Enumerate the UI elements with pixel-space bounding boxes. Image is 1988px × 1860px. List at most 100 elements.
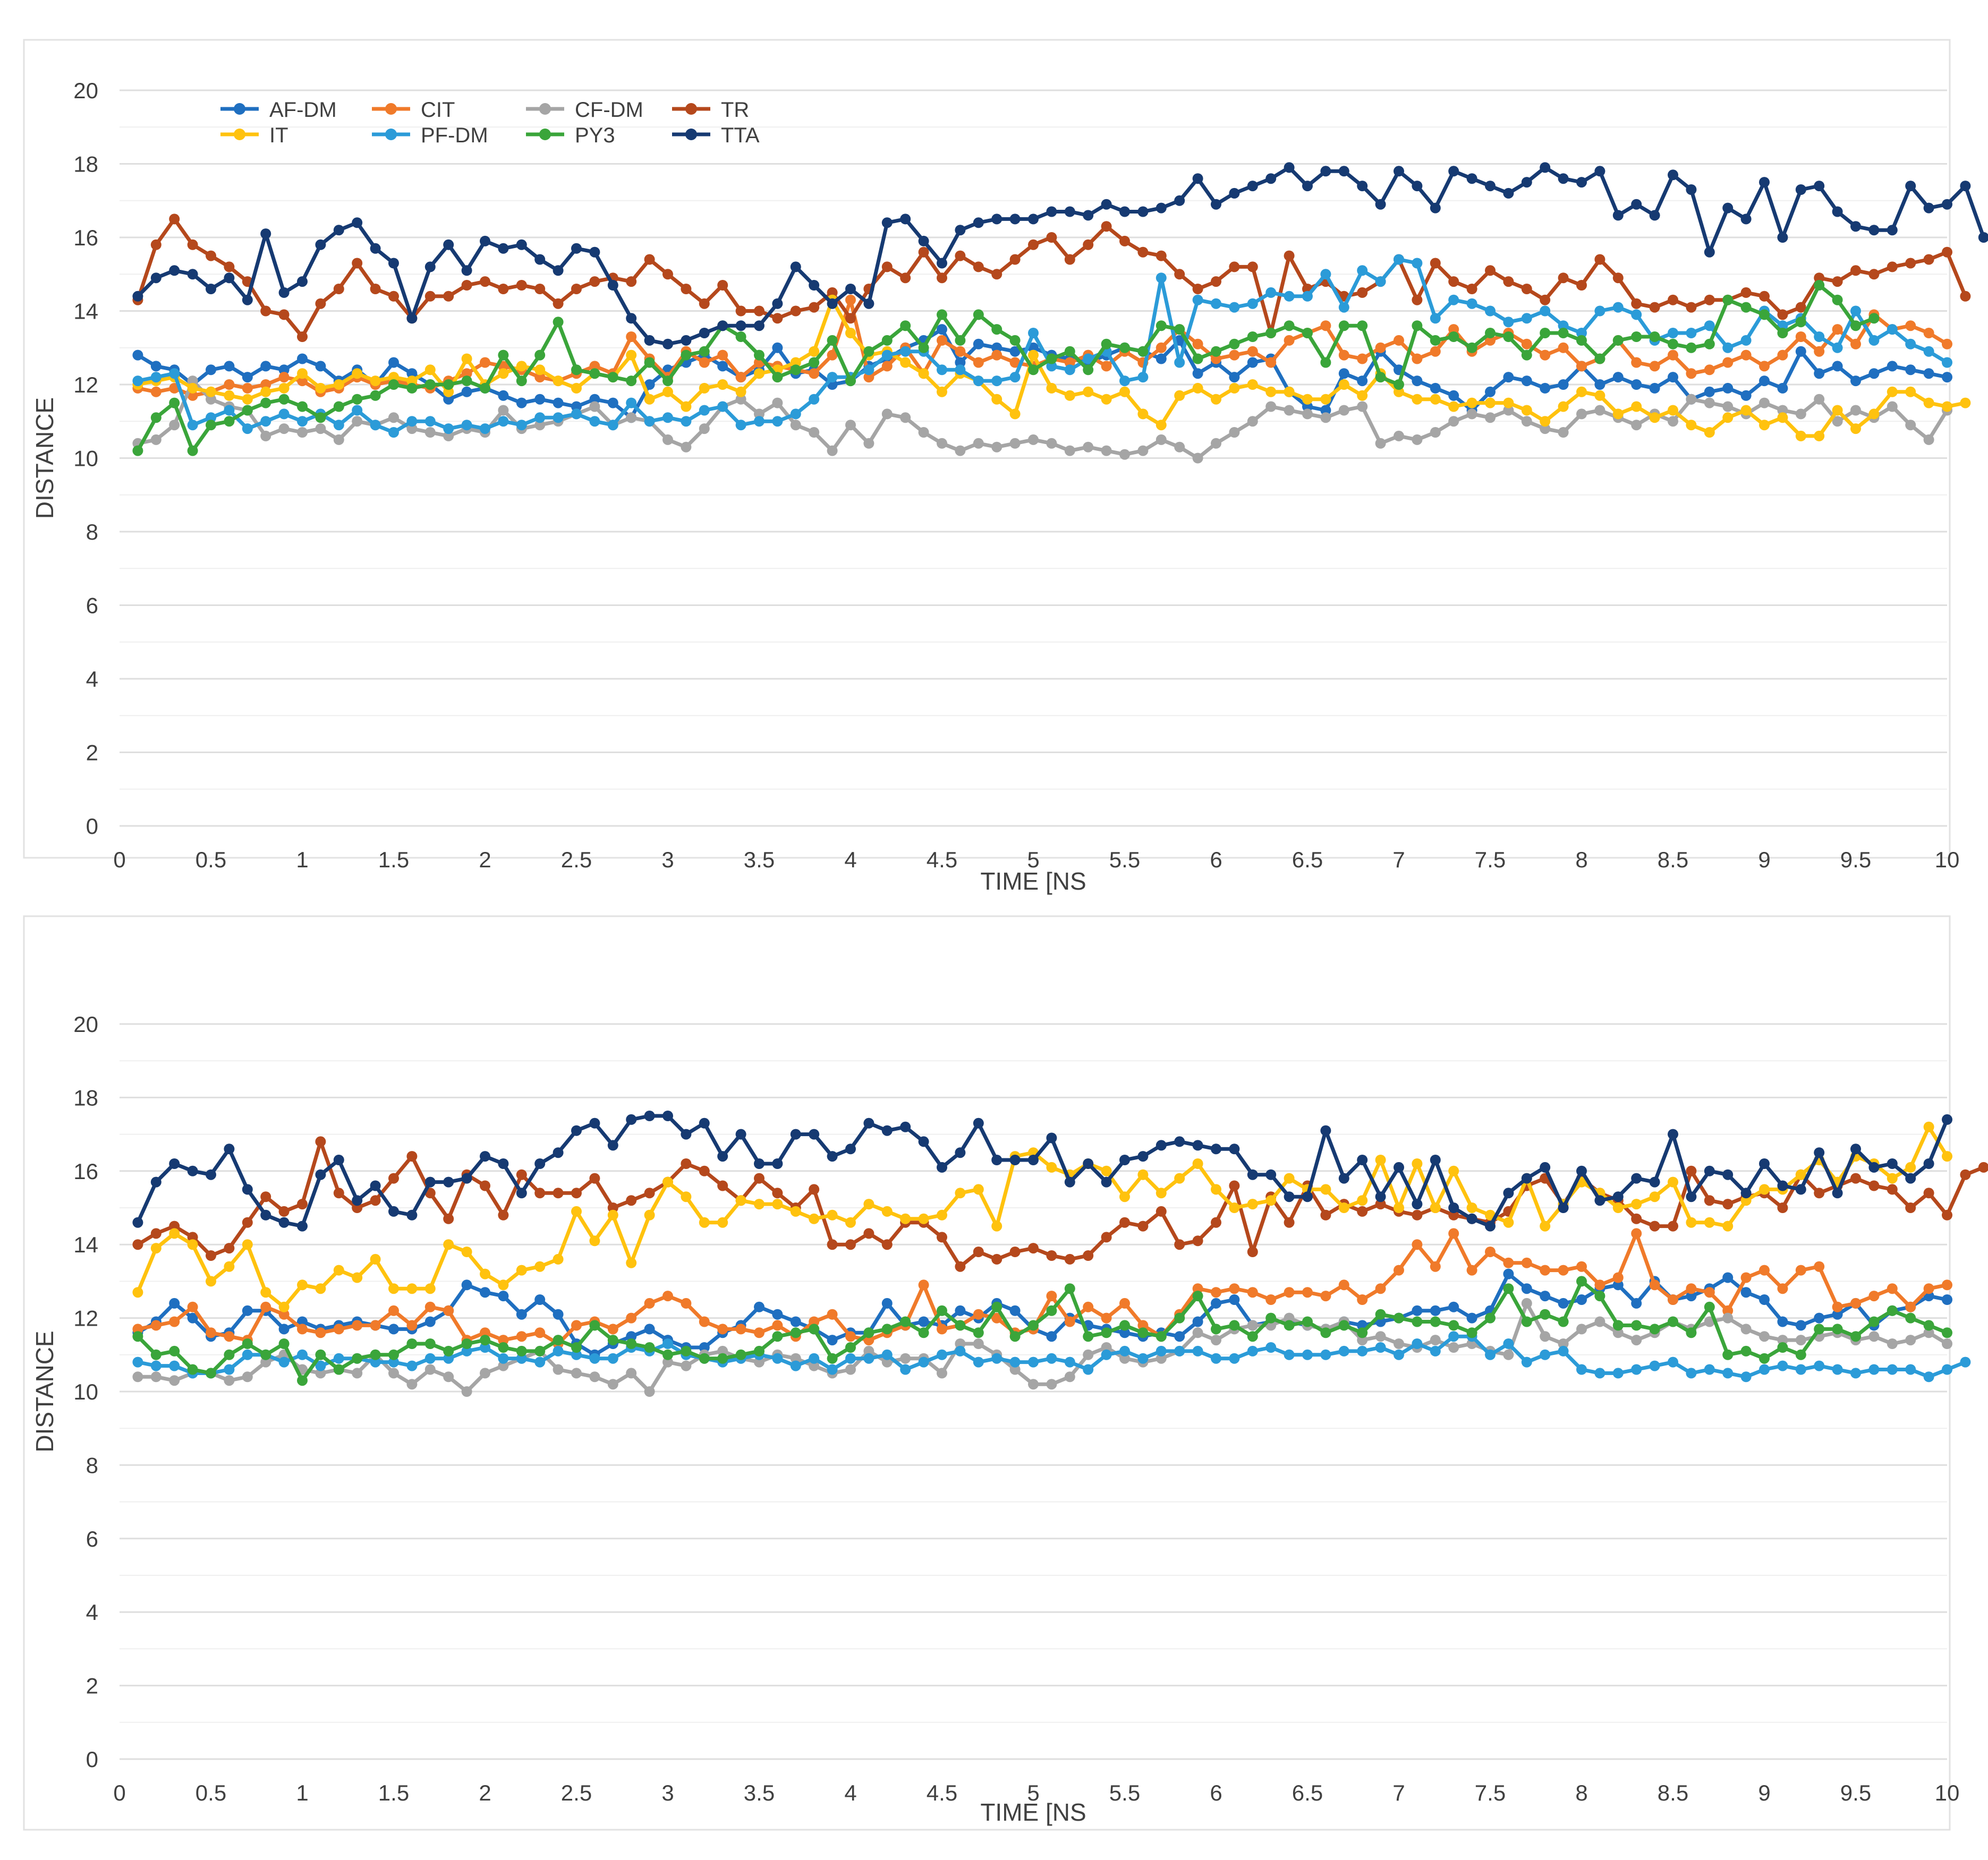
data-point [571, 382, 582, 394]
data-point [1740, 349, 1752, 361]
data-point [1375, 1199, 1386, 1210]
data-point [224, 405, 235, 416]
data-point [443, 1239, 454, 1250]
data-point [1265, 386, 1277, 397]
y-axis-title: DISTANCE [31, 397, 58, 519]
data-point [443, 379, 454, 390]
data-point [1868, 313, 1880, 324]
data-point [1137, 1327, 1149, 1338]
data-point [937, 1305, 947, 1316]
data-point [1795, 317, 1806, 328]
legend-item-pf-dm: PF-DM [372, 124, 488, 147]
data-point [1174, 269, 1185, 280]
data-point [1357, 265, 1368, 276]
data-point [1777, 1283, 1788, 1294]
data-point [1247, 261, 1258, 272]
data-point [187, 376, 198, 387]
data-point [1046, 1250, 1057, 1261]
data-point [424, 1316, 436, 1327]
data-point [662, 1349, 673, 1360]
data-point [754, 305, 764, 317]
data-point [516, 397, 527, 408]
data-point [1466, 1312, 1477, 1324]
data-point [1083, 1349, 1094, 1360]
data-point [626, 1331, 637, 1342]
data-point [1594, 1279, 1605, 1291]
data-point [132, 1324, 143, 1335]
data-point [1905, 1364, 1916, 1375]
y-tick-label: 2 [86, 1674, 98, 1699]
data-point [1814, 346, 1825, 357]
data-point [1375, 1331, 1386, 1342]
data-point [1558, 320, 1569, 331]
data-point [187, 382, 198, 394]
data-point [681, 1129, 692, 1140]
x-tick-label: 2 [479, 847, 491, 872]
data-point [1137, 1221, 1149, 1232]
data-point [1064, 1316, 1075, 1327]
data-point [498, 1279, 509, 1291]
data-point [461, 1173, 472, 1184]
data-point [1211, 1324, 1221, 1335]
data-point [1192, 1291, 1203, 1302]
data-point [1028, 1320, 1039, 1331]
x-tick-label: 6.5 [1292, 1780, 1323, 1805]
data-point [699, 1117, 710, 1129]
data-point [1887, 386, 1898, 397]
data-point [1046, 206, 1057, 217]
data-point [1174, 1345, 1185, 1356]
data-point [1722, 1305, 1734, 1316]
data-point [1357, 1294, 1368, 1305]
data-point [1503, 1217, 1514, 1228]
data-point [1740, 1287, 1752, 1298]
data-point [1887, 261, 1898, 272]
data-point [1759, 361, 1770, 372]
data-point [443, 394, 454, 405]
data-point [132, 376, 143, 387]
data-point [1795, 1349, 1806, 1360]
data-point [1028, 342, 1039, 353]
data-point [1521, 284, 1532, 294]
data-point [1521, 177, 1532, 188]
data-point [589, 1235, 600, 1247]
data-point [1759, 1331, 1770, 1342]
data-point [1649, 1360, 1660, 1371]
data-point [1375, 438, 1386, 449]
data-point [1942, 372, 1952, 383]
data-point [1704, 1287, 1715, 1298]
data-point [1412, 1316, 1423, 1327]
data-point [1247, 181, 1258, 192]
data-point [735, 305, 746, 317]
data-point [1814, 394, 1825, 405]
data-point [863, 438, 874, 449]
data-point [406, 376, 418, 387]
data-point [1576, 408, 1587, 420]
data-point [772, 372, 783, 383]
data-point [809, 346, 820, 357]
data-point [388, 1173, 399, 1184]
data-point [1357, 376, 1368, 387]
data-point [206, 1368, 216, 1379]
data-point [607, 1209, 618, 1221]
data-point [918, 1136, 929, 1147]
legend-item-tta: TTA [672, 124, 760, 147]
data-point [1594, 1316, 1605, 1327]
data-point [1119, 1353, 1130, 1364]
data-point [553, 1335, 564, 1346]
data-point [937, 438, 947, 449]
data-point [973, 376, 984, 387]
data-point [1868, 1364, 1880, 1375]
data-point [1576, 1276, 1587, 1287]
data-point [1430, 1261, 1441, 1272]
data-point [900, 272, 911, 284]
data-point [553, 1188, 564, 1199]
data-point [278, 287, 290, 298]
data-point [827, 1335, 838, 1346]
data-point [206, 394, 216, 405]
data-point [1814, 1324, 1825, 1335]
data-point [352, 394, 363, 405]
data-point [1795, 1169, 1806, 1180]
data-point [461, 376, 472, 387]
data-point [461, 265, 472, 276]
data-point [1759, 397, 1770, 408]
